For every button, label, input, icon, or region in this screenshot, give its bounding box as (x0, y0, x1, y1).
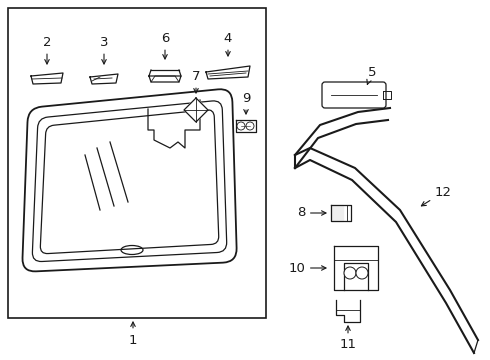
Polygon shape (331, 205, 343, 221)
Text: 9: 9 (242, 91, 250, 114)
Bar (8, 8, 266, 318)
Text: 4: 4 (224, 31, 232, 56)
Text: 12: 12 (421, 185, 452, 206)
Polygon shape (184, 98, 208, 122)
Text: 2: 2 (43, 36, 51, 64)
Polygon shape (31, 73, 63, 84)
Circle shape (356, 267, 368, 279)
Polygon shape (90, 74, 118, 84)
Polygon shape (149, 76, 181, 82)
Text: 7: 7 (192, 69, 200, 93)
Text: 10: 10 (288, 261, 326, 274)
Text: 11: 11 (340, 326, 357, 351)
Text: 1: 1 (129, 322, 137, 346)
Text: 8: 8 (296, 207, 326, 220)
Polygon shape (206, 66, 250, 79)
FancyBboxPatch shape (322, 82, 386, 108)
Circle shape (246, 122, 254, 130)
Text: 5: 5 (367, 66, 376, 84)
Circle shape (344, 267, 356, 279)
Text: 3: 3 (100, 36, 108, 64)
Text: 6: 6 (161, 31, 169, 59)
Circle shape (237, 122, 245, 130)
